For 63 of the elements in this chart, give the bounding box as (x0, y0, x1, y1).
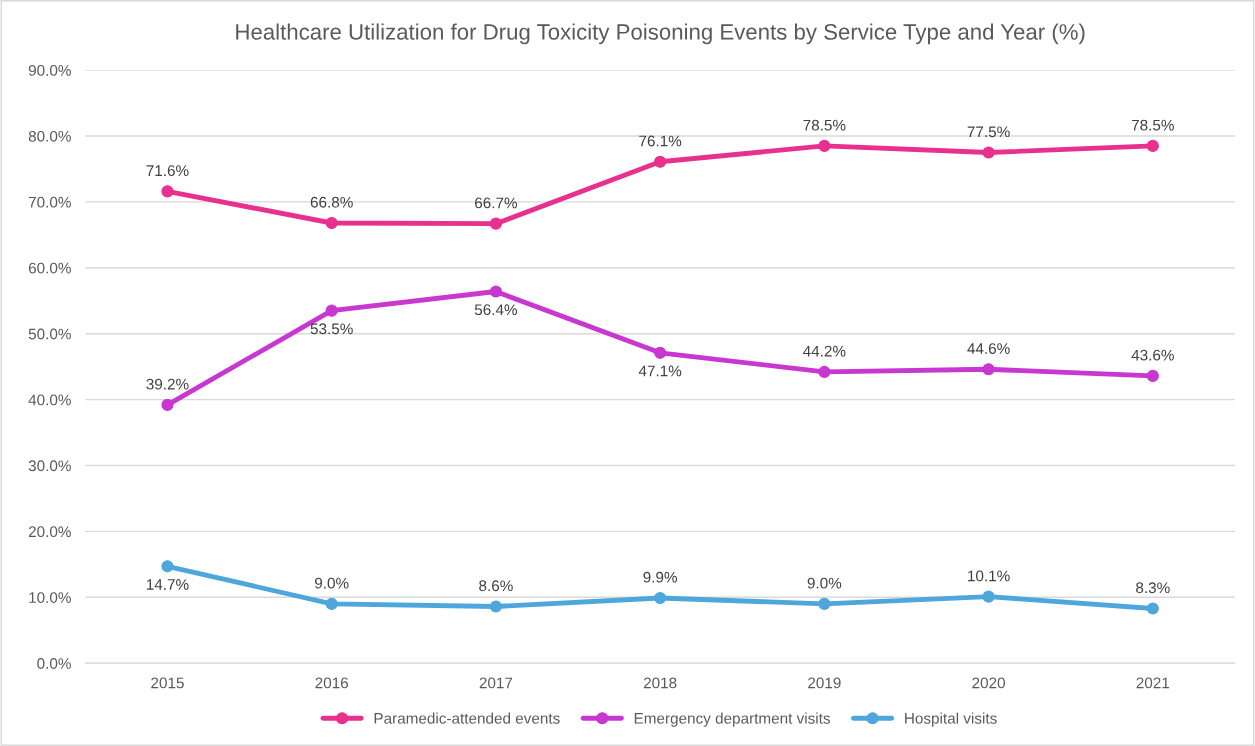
data-label: 56.4% (474, 304, 518, 316)
data-label: 43.6% (1131, 349, 1174, 361)
data-label: 39.2% (146, 378, 189, 390)
data-label: 8.3% (1136, 582, 1170, 594)
data-label: 8.6% (479, 580, 513, 592)
data-label: 53.5% (310, 323, 353, 335)
y-tick-label: 20.0% (28, 526, 71, 538)
legend-label: Hospital visits (905, 712, 997, 727)
y-tick-label: 70.0% (28, 196, 71, 208)
point (982, 363, 995, 376)
data-label: 9.0% (314, 577, 349, 589)
data-label: 66.7% (475, 197, 518, 209)
x-tick-label: 2021 (1136, 677, 1170, 689)
data-label: 9.0% (807, 577, 842, 589)
point (489, 600, 502, 613)
x-tick-label: 2018 (643, 677, 677, 689)
data-label: 9.9% (643, 571, 677, 583)
point (325, 597, 338, 610)
point (161, 560, 174, 573)
x-tick-label: 2019 (808, 677, 841, 689)
point (654, 591, 667, 605)
data-label: 78.5% (1131, 119, 1174, 131)
data-label: 77.5% (967, 126, 1010, 138)
point (818, 365, 831, 379)
data-label: 76.1% (639, 135, 682, 147)
point (1146, 139, 1159, 152)
y-tick-label: 60.0% (28, 262, 71, 274)
data-label: 10.1% (968, 570, 1010, 582)
point (325, 304, 338, 317)
point (161, 185, 174, 198)
y-tick-label: 0.0% (37, 658, 71, 669)
point (161, 398, 174, 411)
data-label: 14.7% (146, 579, 189, 590)
point (489, 217, 502, 230)
point (982, 146, 995, 159)
point (982, 590, 995, 603)
data-label: 44.6% (967, 343, 1010, 354)
x-tick-label: 2015 (151, 677, 184, 689)
y-tick-label: 10.0% (29, 592, 71, 603)
data-label: 47.1% (638, 365, 682, 377)
y-tick-label: 40.0% (28, 394, 71, 406)
x-tick-label: 2016 (315, 677, 348, 689)
data-label: 44.2% (803, 345, 846, 357)
legend-label: Paramedic-attended events (374, 712, 560, 724)
x-tick-label: 2017 (479, 677, 513, 689)
x-tick-label: 2020 (972, 677, 1005, 689)
point (1146, 602, 1159, 615)
data-label: 78.5% (803, 119, 846, 131)
point (489, 285, 502, 298)
y-tick-label: 50.0% (28, 328, 71, 340)
y-tick-label: 90.0% (28, 64, 71, 76)
chart-title: Healthcare Utilization for Drug Toxicity Poisoning Events by Service Type and Year (%) (236, 23, 1085, 45)
point (1146, 369, 1159, 382)
point (654, 155, 667, 168)
y-tick-label: 30.0% (28, 460, 71, 472)
point (325, 216, 338, 230)
point (818, 139, 831, 152)
y-tick-label: 80.0% (28, 130, 71, 142)
data-label: 71.6% (146, 165, 189, 177)
point (654, 346, 667, 359)
data-label: 66.8% (310, 196, 353, 208)
legend-label: Emergency department visits (634, 712, 831, 727)
point (818, 597, 831, 610)
